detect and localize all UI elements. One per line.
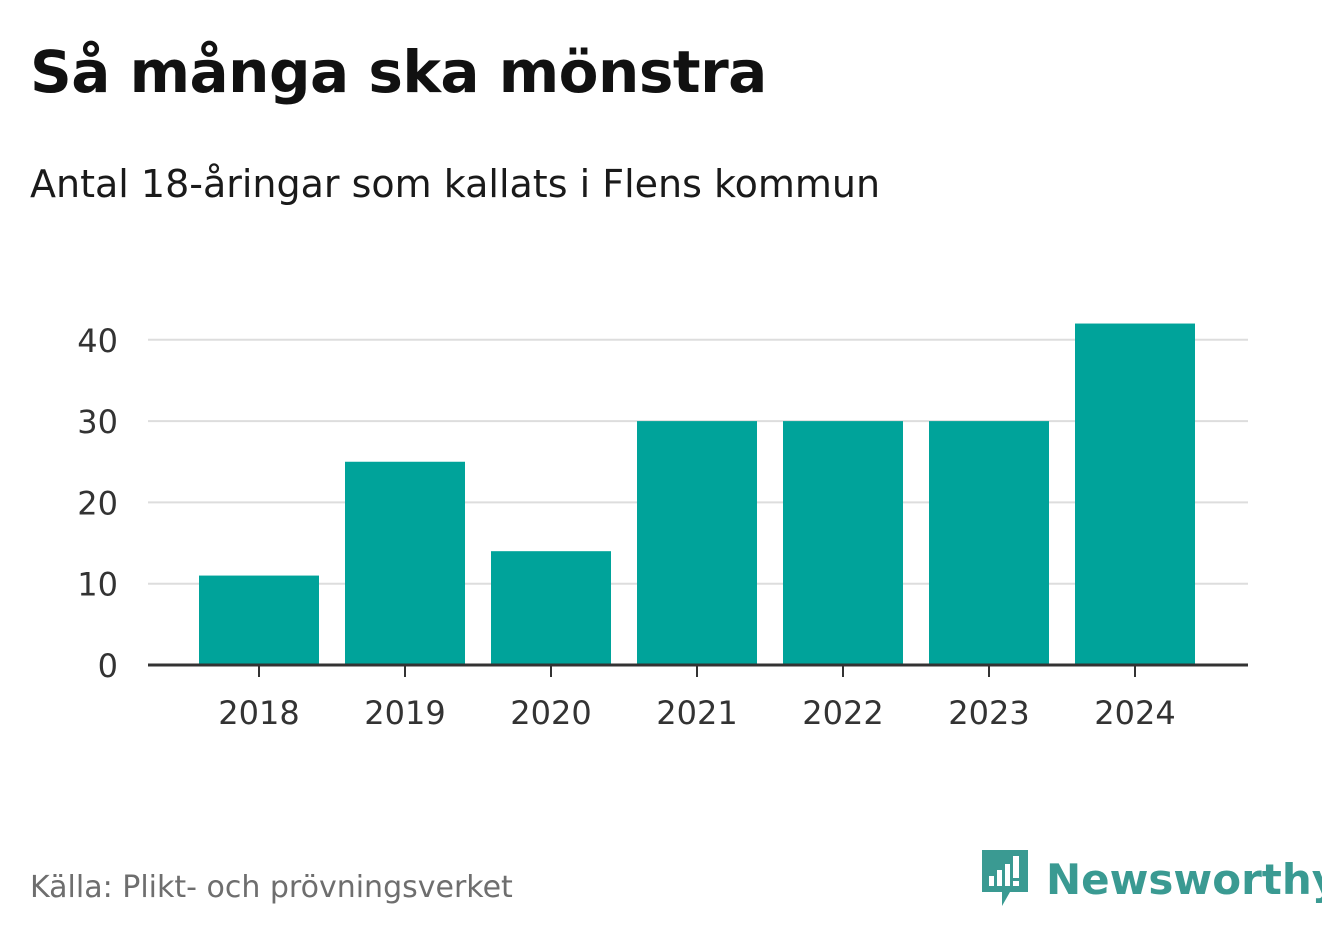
- bar-2018: [199, 575, 319, 665]
- x-tick-label: 2022: [802, 694, 883, 732]
- y-tick-label: 10: [77, 566, 118, 604]
- y-tick-label: 30: [77, 403, 118, 441]
- y-tick-label: 20: [77, 484, 118, 522]
- x-tick-label: 2021: [656, 694, 737, 732]
- bar-2020: [491, 551, 611, 665]
- x-tick-label: 2020: [510, 694, 591, 732]
- bar-2022: [783, 421, 903, 665]
- x-tick-label: 2018: [218, 694, 299, 732]
- bar-2024: [1075, 323, 1195, 665]
- bars: [199, 323, 1195, 665]
- tick-labels: 0 10 20 30 40 2018 2019 2020 2021 2022 2023 2024: [77, 322, 1175, 732]
- bar-2019: [345, 461, 465, 665]
- bar-2023: [929, 421, 1049, 665]
- axes: [148, 663, 1248, 677]
- x-tick-label: 2019: [364, 694, 445, 732]
- bar-2021: [637, 421, 757, 665]
- y-tick-label: 0: [98, 647, 118, 685]
- x-tick-label: 2024: [1094, 694, 1175, 732]
- y-tick-label: 40: [77, 322, 118, 360]
- chart-subtitle: Antal 18-åringar som kallats i Flens kom…: [30, 162, 881, 206]
- chart-title: Så många ska mönstra: [30, 38, 767, 106]
- brand-name: Newsworthy: [1046, 854, 1322, 904]
- x-tick-label: 2023: [948, 694, 1029, 732]
- source-note: Källa: Plikt- och prövningsverket: [30, 870, 513, 905]
- newsworthy-logo-icon: [982, 850, 1028, 906]
- brand-logo: Newsworthy: [980, 848, 1322, 910]
